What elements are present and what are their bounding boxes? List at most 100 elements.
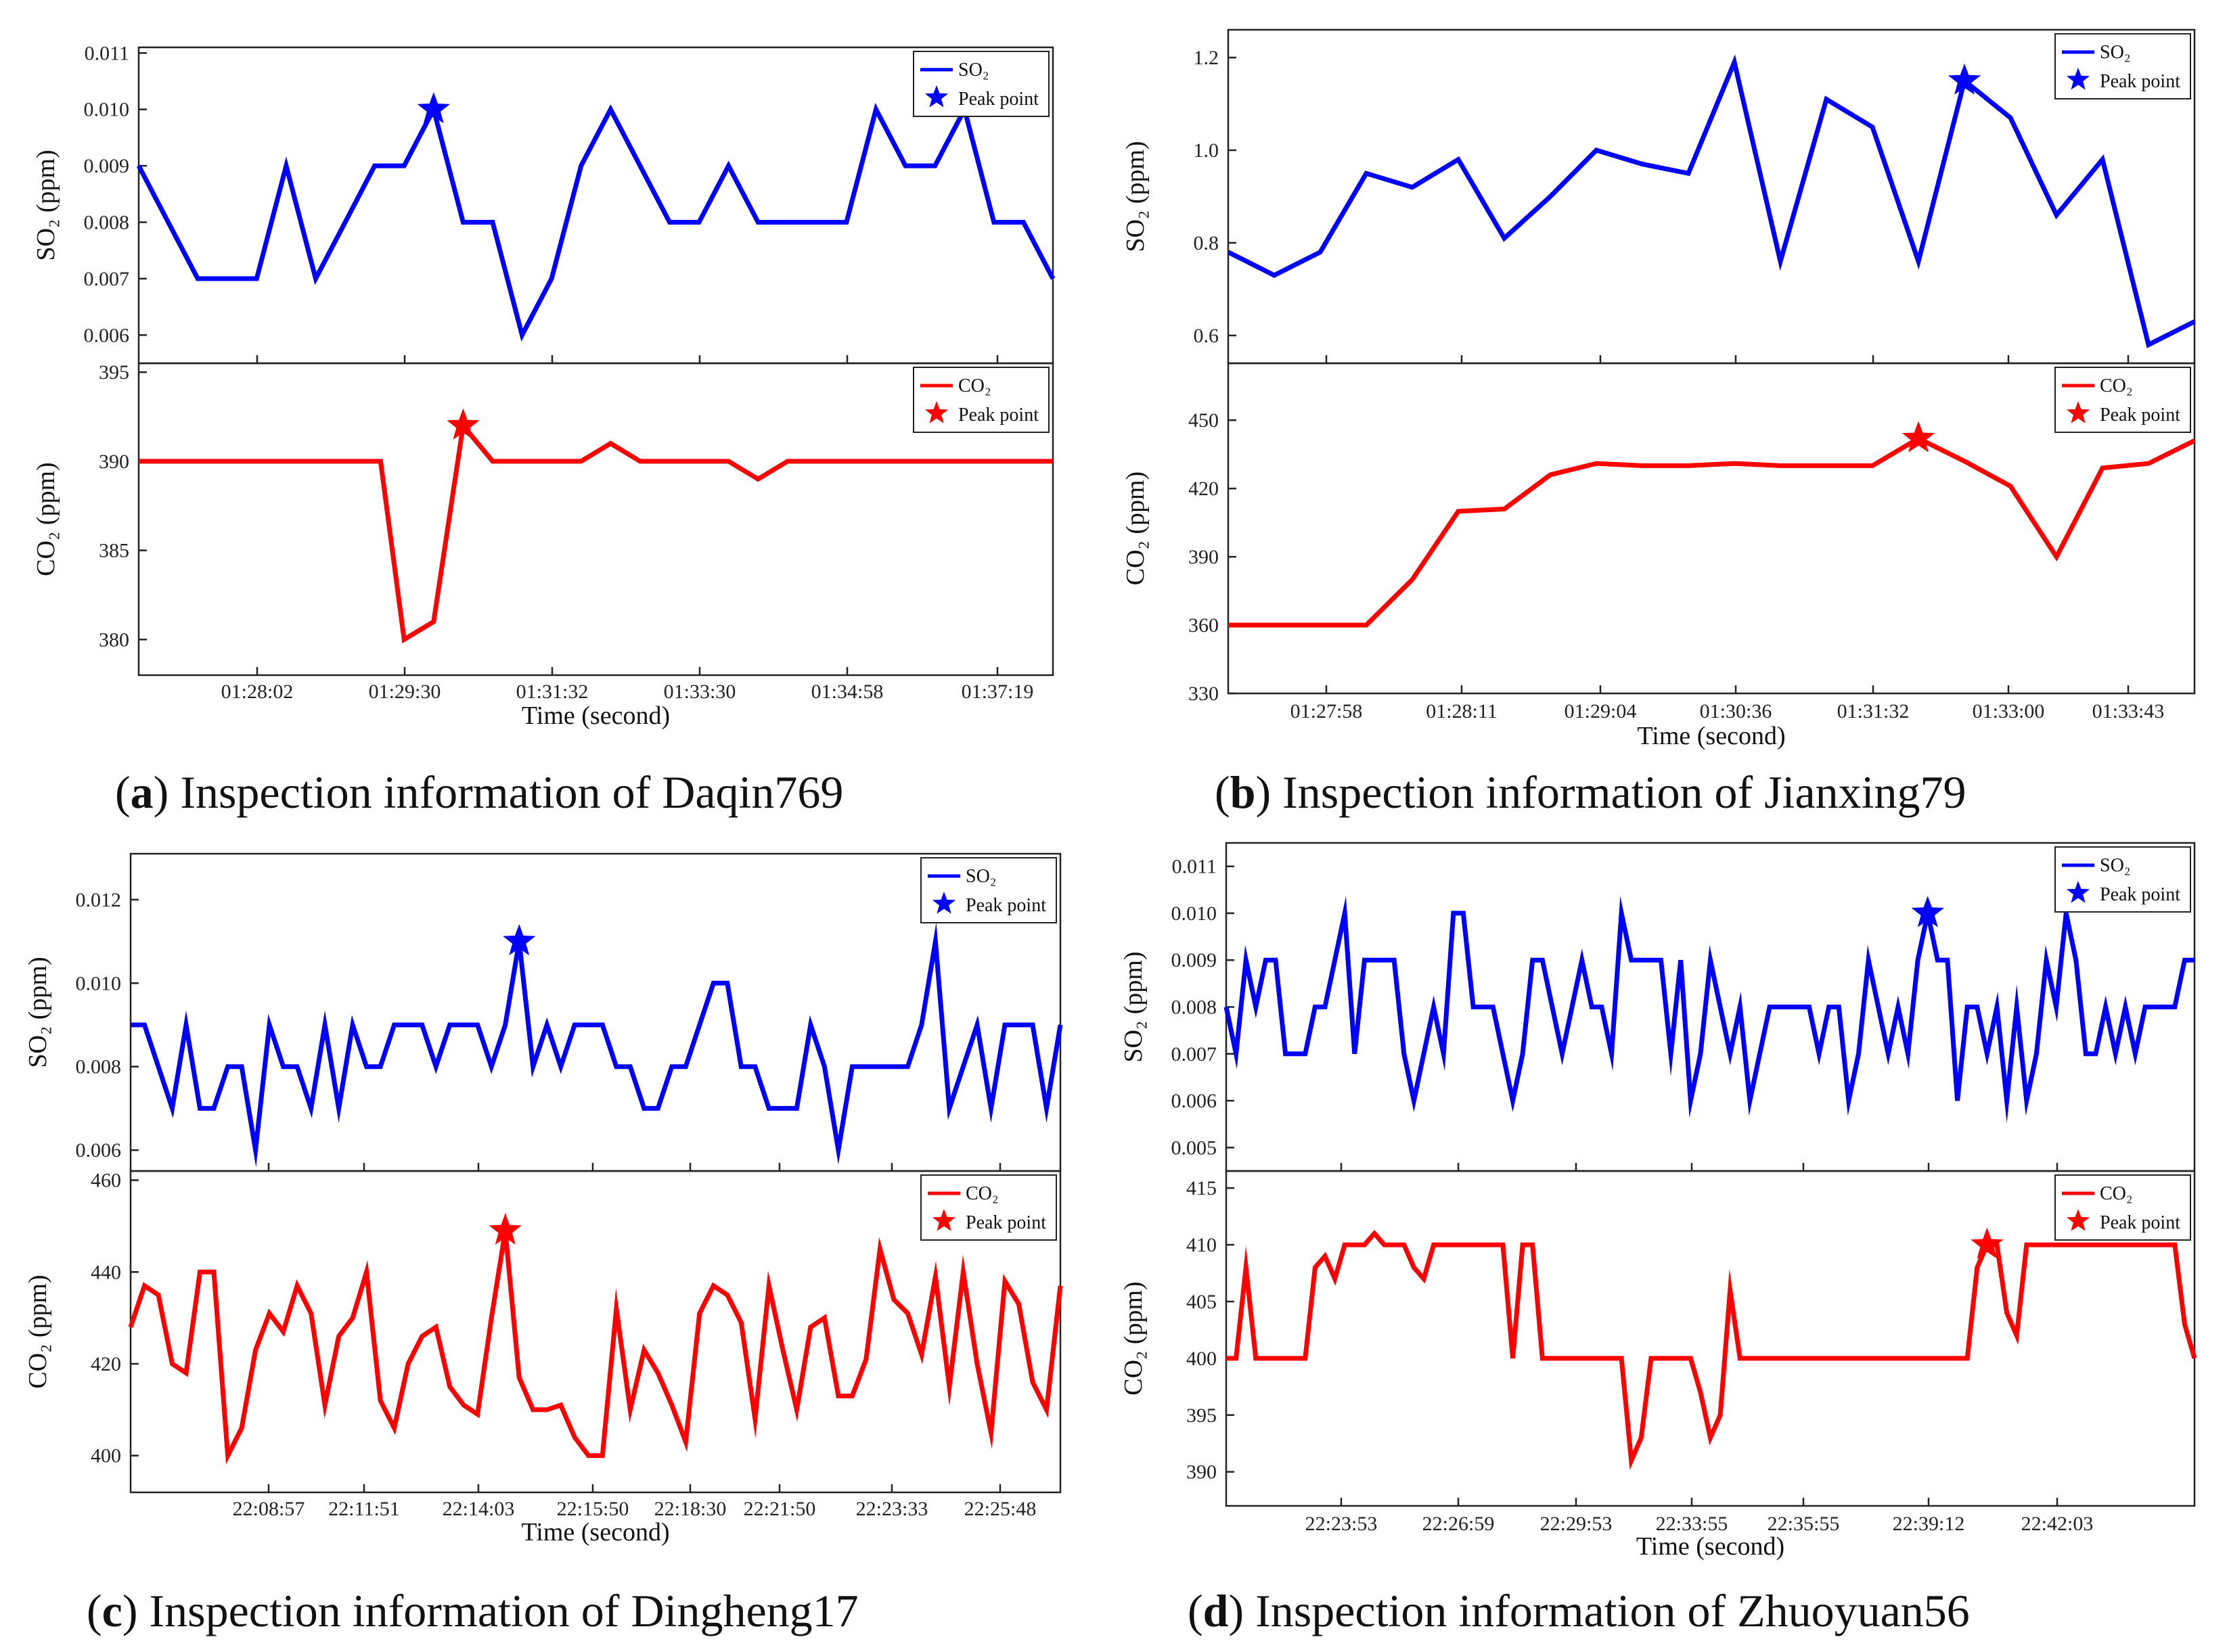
y-tick-label: 0.009: [84, 155, 130, 177]
y-tick-label: 400: [91, 1445, 121, 1467]
so2-y-axis-label: SO₂ (ppm): [32, 150, 60, 260]
legend-peak-label: Peak point: [2100, 1212, 2180, 1233]
caption-letter: c: [102, 1585, 122, 1636]
co2-series-line: [1228, 436, 2196, 628]
legend-peak-label: Peak point: [2100, 405, 2180, 426]
legend-star-icon: [924, 85, 949, 108]
y-tick-label: 460: [91, 1170, 121, 1192]
so2-y-axis-label: SO₂ (ppm): [24, 957, 52, 1068]
x-tick-label: 22:15:50: [557, 1498, 629, 1520]
panel-c: 0.006 0.008 0.010 0.012 SO₂ (ppm) SO₂ Peak poi…: [24, 852, 1063, 1546]
y-tick-label: 0.008: [84, 212, 130, 234]
so2-series-line: [136, 103, 1056, 342]
so2-peak-star-marker: [503, 924, 536, 956]
co2-peak-star-marker: [1971, 1227, 2004, 1259]
so2-y-axis-label: SO₂ (ppm): [1119, 951, 1148, 1062]
x-tick-label: 01:29:04: [1565, 700, 1637, 722]
so2-subplot: 0.006 0.007 0.008 0.009 0.010 0.011 SO₂ (ppm) S…: [32, 42, 1056, 365]
co2-legend: CO₂ Peak point: [2054, 367, 2191, 433]
legend-series-label: SO₂: [2100, 42, 2131, 63]
so2-peak-star-marker: [1948, 63, 1981, 95]
y-tick-label: 0.006: [84, 324, 130, 346]
y-tick-label: 0.008: [76, 1056, 122, 1078]
co2-legend: CO₂ Peak point: [913, 367, 1050, 433]
x-tick-label: 22:25:48: [964, 1498, 1037, 1520]
legend-box: [920, 1174, 1057, 1241]
legend-series-label: CO₂: [2100, 1183, 2133, 1204]
so2-legend: SO₂ Peak point: [2054, 33, 2191, 99]
x-tick-label: 01:33:00: [1973, 700, 2045, 722]
y-tick-label: 415: [1186, 1177, 1217, 1199]
y-tick-label: 410: [1186, 1234, 1217, 1256]
caption-text: Inspection information of Daqin769: [180, 766, 844, 818]
legend-box: [2054, 1174, 2191, 1241]
x-tick-label: 01:27:58: [1290, 700, 1363, 722]
y-tick-label: 0.008: [1171, 996, 1217, 1019]
x-tick-label: 22:21:50: [744, 1498, 816, 1520]
legend-series-label: CO₂: [966, 1183, 999, 1204]
legend-star-icon: [932, 1209, 956, 1231]
x-tick-label: 01:31:32: [1837, 700, 1910, 722]
caption-letter: d: [1202, 1585, 1229, 1636]
y-tick-label: 380: [99, 628, 129, 651]
so2-series-line: [1227, 54, 2196, 348]
y-tick-label: 0.010: [1171, 902, 1217, 925]
x-tick-label: 22:33:55: [1656, 1513, 1728, 1535]
x-tick-label: 01:34:58: [811, 681, 884, 703]
y-tick-label: 405: [1186, 1291, 1217, 1313]
co2-plot-frame: [137, 362, 1054, 676]
y-tick-label: 420: [91, 1353, 121, 1375]
legend-box: [913, 51, 1050, 117]
caption-text: Inspection information of Jianxing79: [1282, 766, 1966, 818]
co2-plot-frame: [1227, 362, 2196, 695]
x-tick-label: 22:23:53: [1305, 1513, 1378, 1535]
co2-peak-star-marker: [447, 408, 480, 440]
co2-plot-frame: [129, 1170, 1062, 1494]
legend-box: [920, 857, 1057, 923]
y-tick-label: 0.010: [84, 99, 130, 121]
y-tick-label: 450: [1188, 409, 1219, 432]
co2-plot-frame: [1225, 1170, 2196, 1507]
so2-plot-frame: [1225, 842, 2196, 1172]
so2-subplot: 0.6 0.8 1.0 1.2 SO₂ (ppm) SO₂ Peak point: [1121, 28, 2196, 365]
co2-subplot: 390 395 400 405 410 415 CO₂ (ppm) 22:23:53 22:26…: [1119, 1170, 2197, 1561]
co2-legend: CO₂ Peak point: [920, 1174, 1057, 1241]
so2-peak-star-marker: [417, 92, 450, 124]
co2-legend: CO₂ Peak point: [2054, 1174, 2191, 1241]
y-tick-label: 360: [1188, 614, 1219, 637]
co2-subplot: 400 420 440 460 CO₂ (ppm) 22:08:57 22:11:51 22:…: [24, 1170, 1063, 1546]
x-tick-label: 22:29:53: [1540, 1513, 1613, 1535]
so2-series-line: [131, 922, 1063, 1168]
y-tick-label: 0.010: [76, 972, 122, 994]
co2-y-axis-label: CO₂ (ppm): [32, 462, 60, 576]
legend-series-label: CO₂: [958, 375, 991, 396]
co2-series-line: [128, 1212, 1063, 1465]
legend-peak-label: Peak point: [958, 89, 1039, 110]
panel-a: 0.006 0.007 0.008 0.009 0.010 0.011 SO₂ (ppm) S…: [32, 42, 1056, 730]
y-tick-label: 390: [1186, 1461, 1217, 1484]
y-tick-label: 0.011: [1172, 856, 1217, 878]
co2-series-line: [139, 419, 1053, 644]
x-tick-label: 01:30:36: [1700, 700, 1772, 722]
y-tick-label: 0.009: [1171, 949, 1217, 971]
legend-peak-label: Peak point: [958, 405, 1039, 426]
caption-a: (a) Inspection information of Daqin769: [115, 766, 844, 818]
caption-letter: a: [130, 766, 154, 818]
y-tick-label: 395: [1186, 1404, 1217, 1427]
legend-star-icon: [932, 892, 956, 914]
co2-peak-star-marker: [1902, 421, 1935, 453]
y-tick-label: 0.007: [84, 268, 130, 290]
x-tick-label: 22:11:51: [328, 1498, 400, 1520]
legend-series-label: SO₂: [2100, 855, 2131, 876]
y-tick-label: 0.6: [1194, 325, 1219, 347]
legend-peak-label: Peak point: [966, 895, 1046, 916]
y-tick-label: 385: [99, 540, 129, 562]
x-tick-label: 22:08:57: [233, 1498, 305, 1520]
x-axis-label: Time (second): [522, 702, 670, 730]
x-tick-label: 22:14:03: [443, 1498, 515, 1520]
so2-y-axis-label: SO₂ (ppm): [1121, 141, 1150, 252]
x-tick-label: 01:33:30: [664, 681, 736, 703]
caption-d: (d) Inspection information of Zhuoyuan56: [1188, 1585, 1970, 1636]
y-tick-label: 395: [99, 361, 129, 384]
x-tick-label: 22:35:55: [1768, 1513, 1840, 1535]
